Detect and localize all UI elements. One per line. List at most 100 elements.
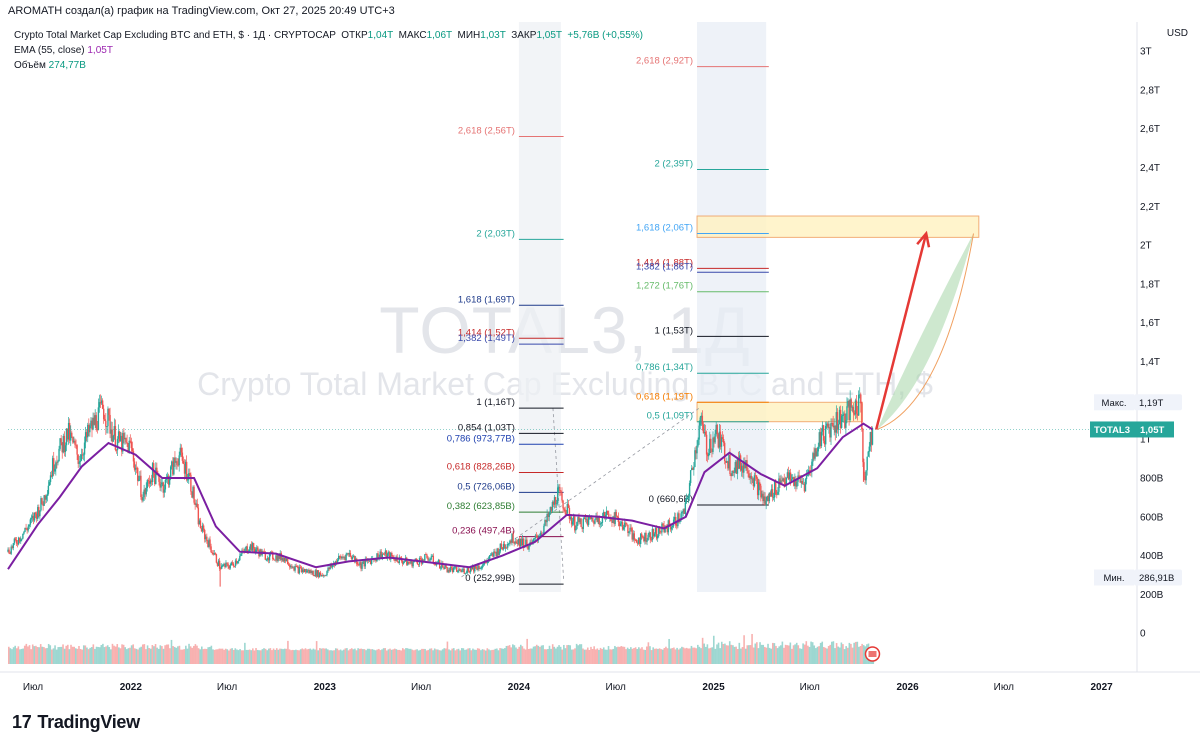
volume-bar bbox=[207, 647, 209, 664]
axes[interactable]: 3T 2,8T 2,6T 2,4T 2,2T 2T 1,8T 1,6T 1,4T 1T 800B 60… bbox=[23, 47, 1164, 693]
y-tick-label[interactable]: 3T bbox=[1140, 47, 1152, 58]
candle-body bbox=[830, 423, 832, 438]
candle-body bbox=[498, 551, 500, 555]
fib-level-label: 2,618 (2,56T) bbox=[458, 125, 515, 136]
tradingview-logo-text: TradingView bbox=[37, 712, 140, 732]
volume-bar bbox=[529, 648, 532, 664]
x-tick-label[interactable]: Июл bbox=[606, 682, 626, 693]
candle-body bbox=[8, 549, 10, 554]
candle-body bbox=[717, 434, 720, 448]
x-tick-label[interactable]: 2024 bbox=[508, 682, 531, 693]
y-tick-label[interactable]: 800B bbox=[1140, 473, 1164, 484]
fib-levels[interactable]: 2,618 (2,56T) 2 (2,03T) 1,618 (1,69T) 1,414… bbox=[447, 56, 769, 585]
y-tick-label[interactable]: 1,8T bbox=[1140, 279, 1160, 290]
x-tick-label[interactable]: 2025 bbox=[702, 682, 725, 693]
projection-fill[interactable] bbox=[877, 233, 974, 430]
candle-body bbox=[482, 564, 485, 566]
candle-body bbox=[286, 558, 289, 565]
x-tick-label[interactable]: 2023 bbox=[314, 682, 337, 693]
candle-body bbox=[632, 533, 634, 540]
legend-ema-row[interactable]: EMA (55, close) 1,05T bbox=[14, 43, 643, 58]
candle-body bbox=[759, 482, 761, 486]
target-zone-2[interactable] bbox=[696, 215, 980, 238]
candle-body bbox=[30, 518, 33, 520]
y-tick-label[interactable]: 2,6T bbox=[1140, 124, 1160, 135]
y-tick-label[interactable]: 600B bbox=[1140, 512, 1164, 523]
volume-bar bbox=[837, 646, 839, 664]
y-tick-label[interactable]: 200B bbox=[1140, 590, 1164, 601]
candle-body bbox=[677, 513, 679, 527]
volume-bar bbox=[572, 649, 575, 664]
legend-volume-row[interactable]: Объём 274,77B bbox=[14, 58, 643, 73]
volume-bar bbox=[571, 649, 573, 664]
volume-bar bbox=[730, 644, 733, 664]
target-arrow[interactable] bbox=[874, 230, 931, 430]
y-tick-label[interactable]: 2T bbox=[1140, 241, 1152, 252]
x-tick-label[interactable]: 2022 bbox=[120, 682, 143, 693]
y-tick-label[interactable]: 0 bbox=[1140, 629, 1146, 640]
arrow-head[interactable] bbox=[916, 230, 931, 248]
candle-body bbox=[639, 533, 642, 544]
candle-body bbox=[771, 489, 774, 498]
candle-body bbox=[154, 473, 156, 485]
x-tick-label[interactable]: Июл bbox=[800, 682, 820, 693]
candle-body bbox=[40, 498, 42, 511]
candle-body bbox=[370, 558, 373, 565]
volume-bar bbox=[843, 649, 846, 664]
candle-body bbox=[823, 440, 826, 445]
volume-bar bbox=[188, 643, 190, 664]
candle-body bbox=[28, 524, 30, 527]
volume-bar bbox=[271, 650, 273, 664]
arrow-shaft[interactable] bbox=[874, 233, 928, 430]
candle-body bbox=[189, 473, 191, 475]
x-tick-label[interactable]: 2026 bbox=[896, 682, 919, 693]
volume-bar bbox=[108, 647, 111, 664]
x-tick-label[interactable]: 2027 bbox=[1091, 682, 1114, 693]
y-tick-label[interactable]: 2,8T bbox=[1140, 85, 1160, 96]
candle-body bbox=[244, 548, 246, 552]
candle-body bbox=[581, 527, 583, 530]
volume-bar bbox=[728, 641, 731, 664]
candle-body bbox=[429, 559, 431, 561]
candle-body bbox=[787, 472, 790, 480]
x-tick-label[interactable]: Июл bbox=[994, 682, 1014, 693]
candle-body bbox=[141, 497, 143, 501]
volume-bar bbox=[430, 648, 433, 664]
y-tick-label[interactable]: 2,4T bbox=[1140, 163, 1160, 174]
candle-body bbox=[839, 409, 842, 428]
x-tick-label[interactable]: Июл bbox=[411, 682, 431, 693]
projection-curve[interactable] bbox=[877, 233, 974, 430]
x-tick-label[interactable]: Июл bbox=[23, 682, 43, 693]
volume-bar bbox=[569, 645, 572, 664]
x-tick-label[interactable]: Июл bbox=[217, 682, 237, 693]
candle-body bbox=[275, 555, 277, 560]
volume-bar bbox=[275, 648, 278, 664]
price-chart-svg[interactable]: 2,618 (2,56T) 2 (2,03T) 1,618 (1,69T) 1,414… bbox=[0, 22, 1200, 702]
legend-symbol[interactable]: Crypto Total Market Cap Excluding BTC an… bbox=[14, 30, 336, 41]
candle-body bbox=[578, 517, 580, 523]
volume-bar bbox=[660, 649, 662, 664]
volume-bar bbox=[170, 639, 173, 664]
chart-area[interactable]: Crypto Total Market Cap Excluding BTC an… bbox=[0, 22, 1200, 702]
currency-label[interactable]: USD bbox=[1166, 28, 1188, 39]
volume-bar bbox=[143, 644, 146, 664]
y-tick-label[interactable]: 400B bbox=[1140, 551, 1164, 562]
candle-body bbox=[440, 567, 442, 569]
projection-shape[interactable] bbox=[877, 233, 974, 430]
volume-bar bbox=[486, 648, 489, 664]
volume-bar bbox=[338, 650, 340, 664]
candle-body bbox=[45, 495, 47, 500]
y-tick-label[interactable]: 1T bbox=[1140, 435, 1152, 446]
candle-body bbox=[542, 532, 544, 534]
target-zones[interactable] bbox=[696, 215, 980, 423]
y-tick-label[interactable]: 2,2T bbox=[1140, 202, 1160, 213]
volume-bar bbox=[703, 643, 706, 664]
y-tick-label[interactable]: 1,6T bbox=[1140, 318, 1160, 329]
y-tick-label[interactable]: 1,4T bbox=[1140, 357, 1160, 368]
tradingview-logo[interactable]: 17 TradingView bbox=[12, 712, 140, 733]
candle-body bbox=[601, 516, 604, 523]
candle-body bbox=[217, 560, 220, 566]
candle-body bbox=[646, 540, 648, 542]
volume-bar bbox=[550, 648, 552, 664]
candle-body bbox=[289, 565, 291, 568]
